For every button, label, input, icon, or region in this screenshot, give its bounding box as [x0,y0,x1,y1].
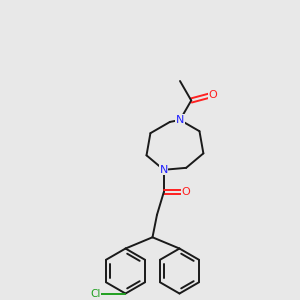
Text: O: O [182,187,190,197]
Text: N: N [160,165,168,175]
Text: Cl: Cl [90,289,100,298]
Text: N: N [176,115,184,125]
Text: O: O [208,90,217,100]
